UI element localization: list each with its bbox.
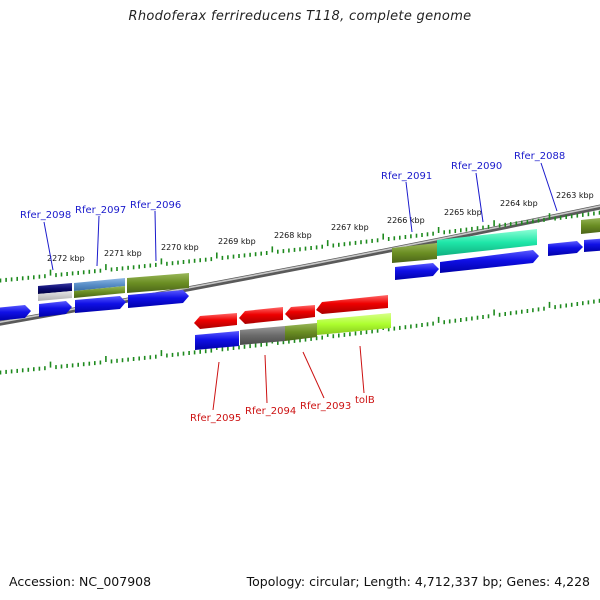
gene-bar-olive xyxy=(581,218,600,234)
reverse-category-bars xyxy=(195,313,391,350)
gene-bar-blue xyxy=(195,331,239,350)
gene-label-rfer-2097: Rfer_2097 xyxy=(75,205,126,216)
genome-title: Rhodoferax ferrireducens T118, complete … xyxy=(128,9,472,24)
kbp-label: 2268 kbp xyxy=(274,231,312,240)
gene-bar-navy xyxy=(38,283,72,294)
reverse-gene-arrows xyxy=(194,295,388,329)
kbp-label: 2269 kbp xyxy=(218,237,256,246)
gene-label-rfer-2091: Rfer_2091 xyxy=(381,171,432,182)
reverse-leader-lines xyxy=(212,345,365,411)
kbp-ruler-lower xyxy=(0,298,600,375)
kbp-label: 2266 kbp xyxy=(387,216,425,225)
kbp-label: 2271 kbp xyxy=(104,249,142,258)
gene-bar-lime xyxy=(317,313,391,335)
forward-gene-arrow xyxy=(440,250,539,273)
gene-label-rfer-2094: Rfer_2094 xyxy=(245,406,296,417)
gene-label-tolb: tolB xyxy=(355,395,375,406)
gene-label-rfer-2096: Rfer_2096 xyxy=(130,200,181,211)
kbp-ruler-upper xyxy=(0,210,600,283)
gene-label-rfer-2090: Rfer_2090 xyxy=(451,161,502,172)
forward-gene-arrow xyxy=(39,301,72,317)
gene-bar-olive xyxy=(285,323,317,341)
reverse-gene-arrow xyxy=(316,295,388,314)
kbp-labels: 2272 kbp 2271 kbp 2270 kbp 2269 kbp 2268… xyxy=(47,191,594,263)
gene-label-rfer-2093: Rfer_2093 xyxy=(300,401,351,412)
reverse-gene-arrow xyxy=(285,305,315,320)
gene-label-rfer-2088: Rfer_2088 xyxy=(514,151,565,162)
gene-label-rfer-2095: Rfer_2095 xyxy=(190,413,241,424)
forward-category-bars xyxy=(38,218,600,301)
kbp-label: 2265 kbp xyxy=(444,208,482,217)
kbp-label: 2267 kbp xyxy=(331,223,369,232)
gene-bar-olive xyxy=(127,273,189,293)
gene-bar-silver xyxy=(38,291,72,301)
kbp-label: 2264 kbp xyxy=(500,199,538,208)
kbp-label: 2272 kbp xyxy=(47,254,85,263)
kbp-label: 2263 kbp xyxy=(556,191,594,200)
accession-label: Accession: NC_007908 xyxy=(9,574,152,589)
gene-bar-grey xyxy=(240,326,285,345)
forward-gene-labels: Rfer_2098 Rfer_2097 Rfer_2096 Rfer_2091 … xyxy=(20,151,565,221)
gene-bar-teal xyxy=(437,229,537,256)
kbp-label: 2270 kbp xyxy=(161,243,199,252)
forward-gene-arrow xyxy=(584,238,600,252)
forward-gene-arrow xyxy=(0,305,31,321)
forward-gene-arrow xyxy=(395,263,439,280)
reverse-gene-arrow xyxy=(239,307,283,324)
forward-gene-arrow xyxy=(75,296,126,313)
gene-label-rfer-2098: Rfer_2098 xyxy=(20,210,71,221)
forward-leader-lines xyxy=(43,162,558,271)
gene-bar-olive xyxy=(392,243,437,263)
forward-gene-arrows xyxy=(0,238,600,321)
gene-bar-olive xyxy=(74,286,125,298)
forward-gene-arrow xyxy=(548,241,583,256)
reverse-gene-arrow xyxy=(194,313,237,329)
genome-summary: Topology: circular; Length: 4,712,337 bp… xyxy=(246,574,590,589)
gene-bar-steel xyxy=(74,278,125,291)
forward-gene-arrow xyxy=(128,290,189,308)
reverse-gene-labels: Rfer_2095 Rfer_2094 Rfer_2093 tolB xyxy=(190,395,375,424)
